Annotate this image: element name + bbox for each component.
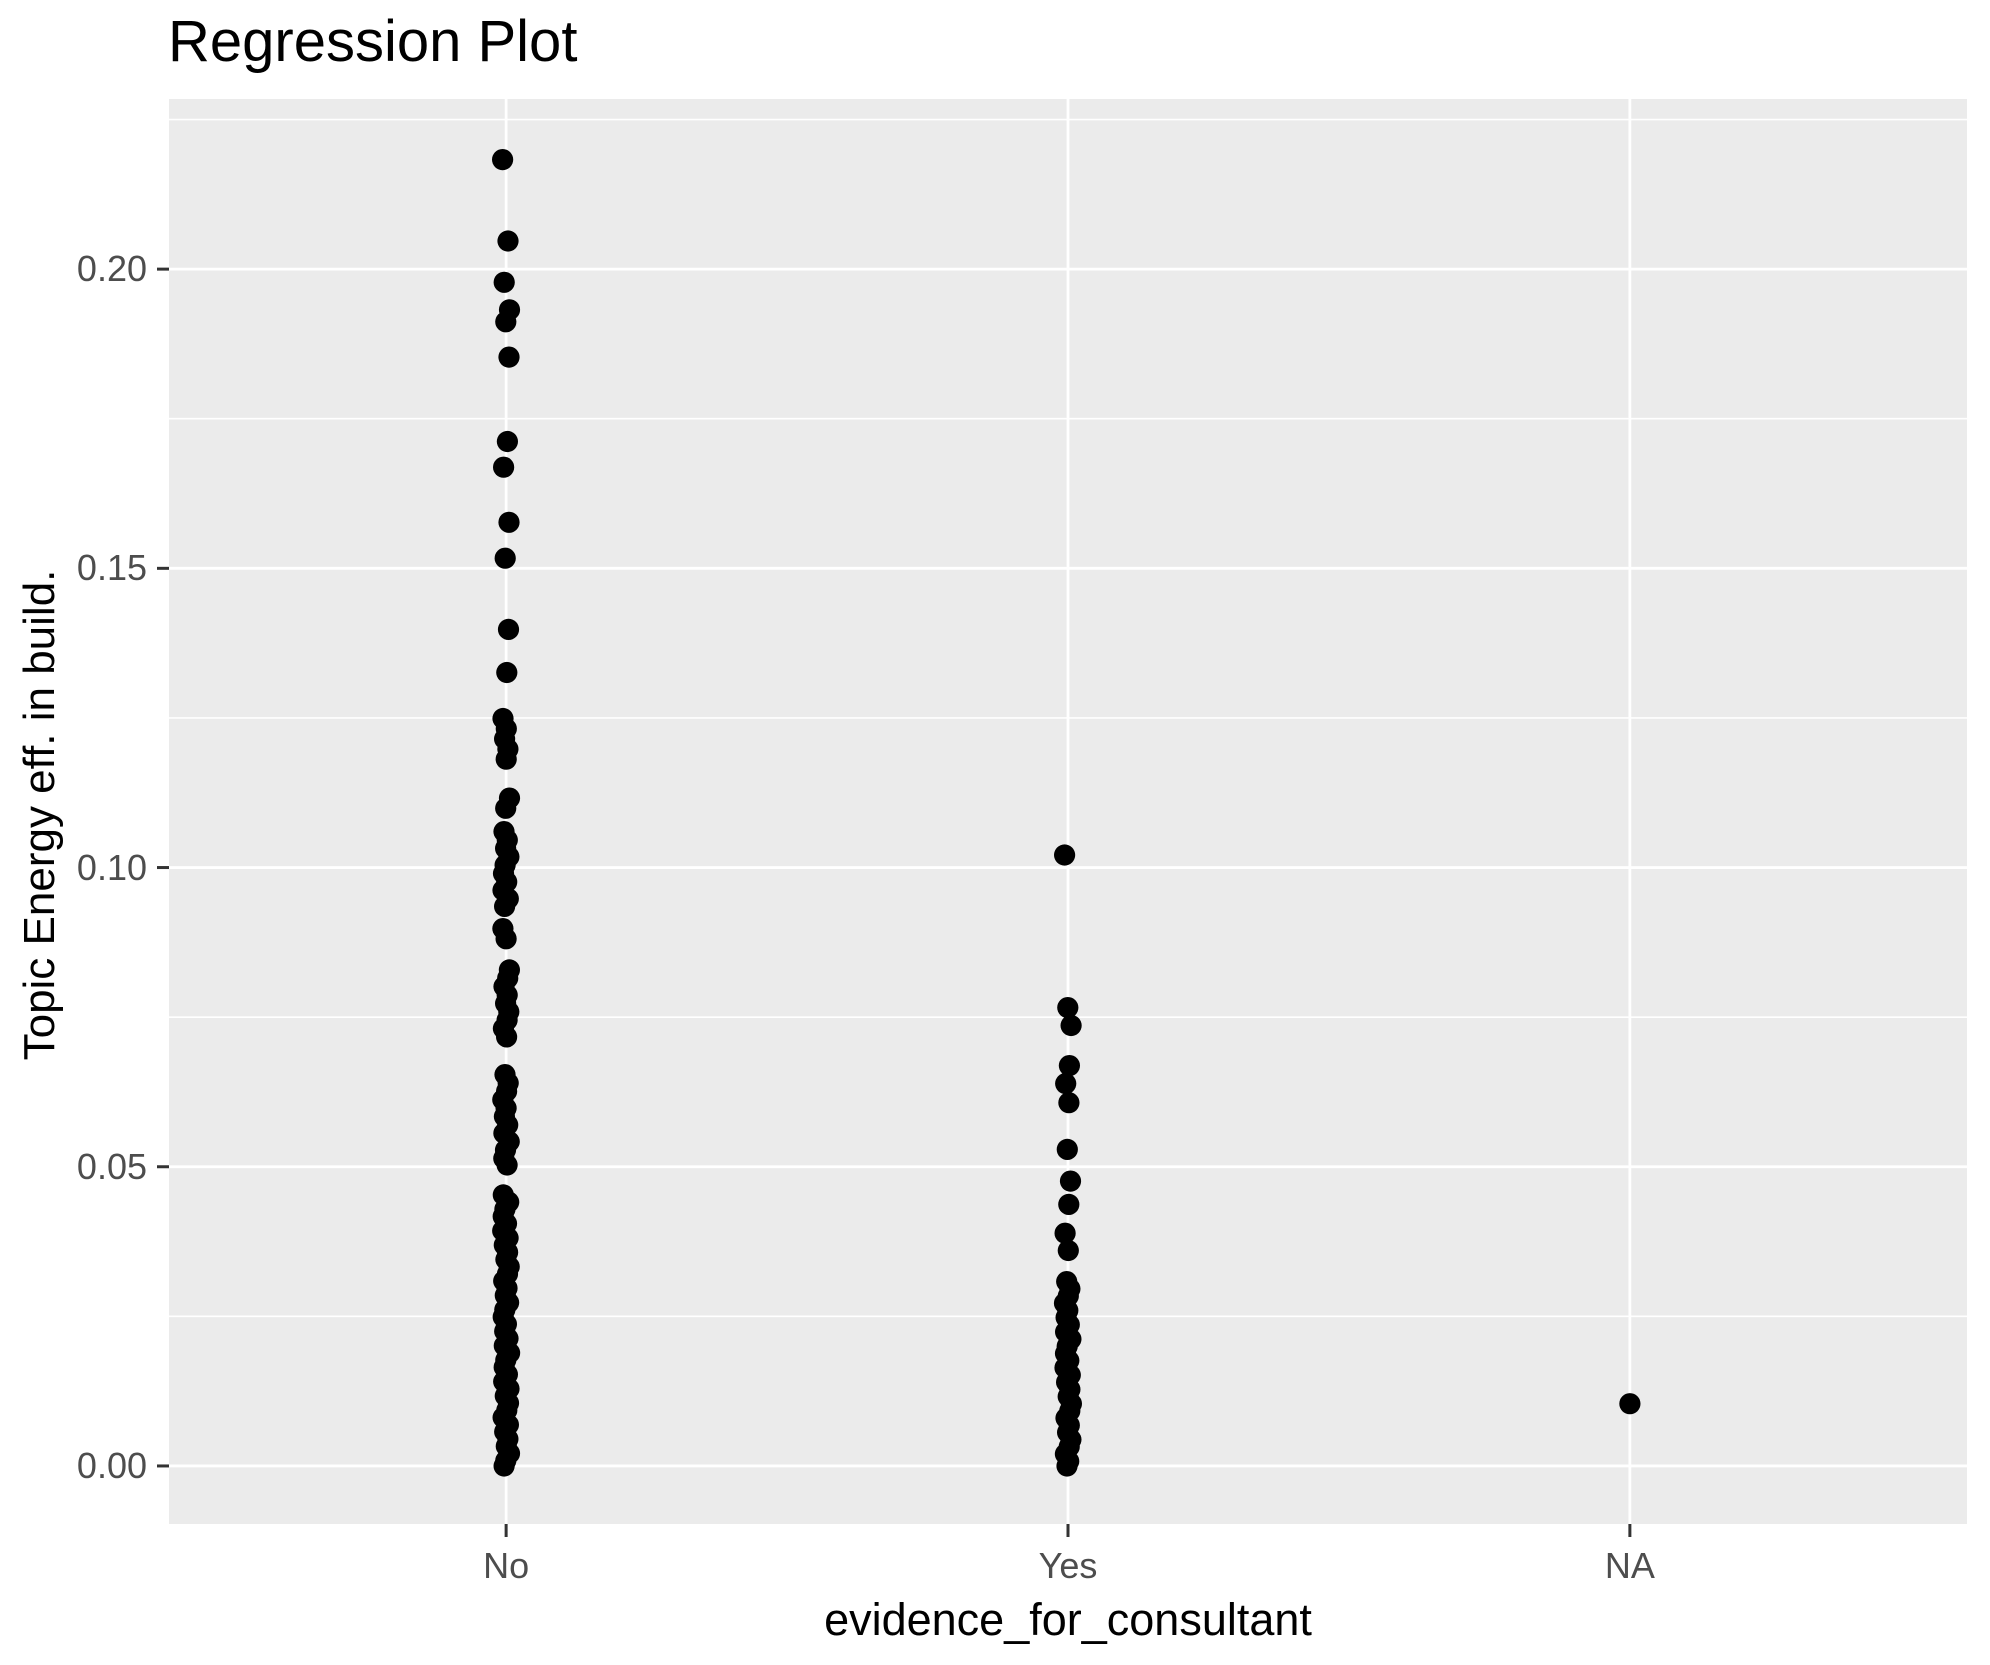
x-axis-title: evidence_for_consultant [824,1594,1312,1645]
data-point [1057,1239,1079,1262]
data-point [495,797,517,819]
data-point [1058,1193,1080,1215]
chart-title: Regression Plot [168,9,578,74]
y-tick-label: 0.20 [76,248,147,290]
data-point [497,618,520,641]
data-point [1054,844,1076,866]
data-point [1054,1222,1076,1244]
data-point [1056,1455,1078,1477]
data-point [1059,1170,1082,1192]
data-point [1055,1073,1077,1095]
data-point [493,1455,515,1477]
data-point [496,430,518,453]
data-point [1058,1092,1080,1114]
data-point [495,748,517,770]
data-point [1058,1055,1080,1077]
y-tick-label: 0.15 [76,547,147,589]
data-point [1057,997,1079,1019]
data-point [497,230,519,252]
data-point [496,661,518,684]
data-point [1056,1138,1078,1160]
y-tick-label: 0.05 [76,1145,147,1187]
data-point [494,547,516,569]
data-point [498,346,520,368]
data-point [498,511,520,533]
data-point [496,1154,518,1176]
y-tick-label: 0.00 [76,1444,147,1486]
x-tick-label: NA [1604,1545,1655,1586]
data-point [1619,1393,1641,1415]
data-point [492,149,514,171]
y-tick-label: 0.10 [76,846,147,888]
x-tick-label: Yes [1038,1545,1098,1586]
data-point [1060,1014,1082,1037]
data-point [495,928,517,950]
data-point [496,1026,518,1048]
data-point [495,311,517,333]
y-axis-title: Topic Energy eff. in build. [15,569,64,1061]
data-point [493,456,515,478]
data-point [493,271,515,293]
data-point [494,895,516,918]
x-tick-label: No [483,1545,530,1586]
